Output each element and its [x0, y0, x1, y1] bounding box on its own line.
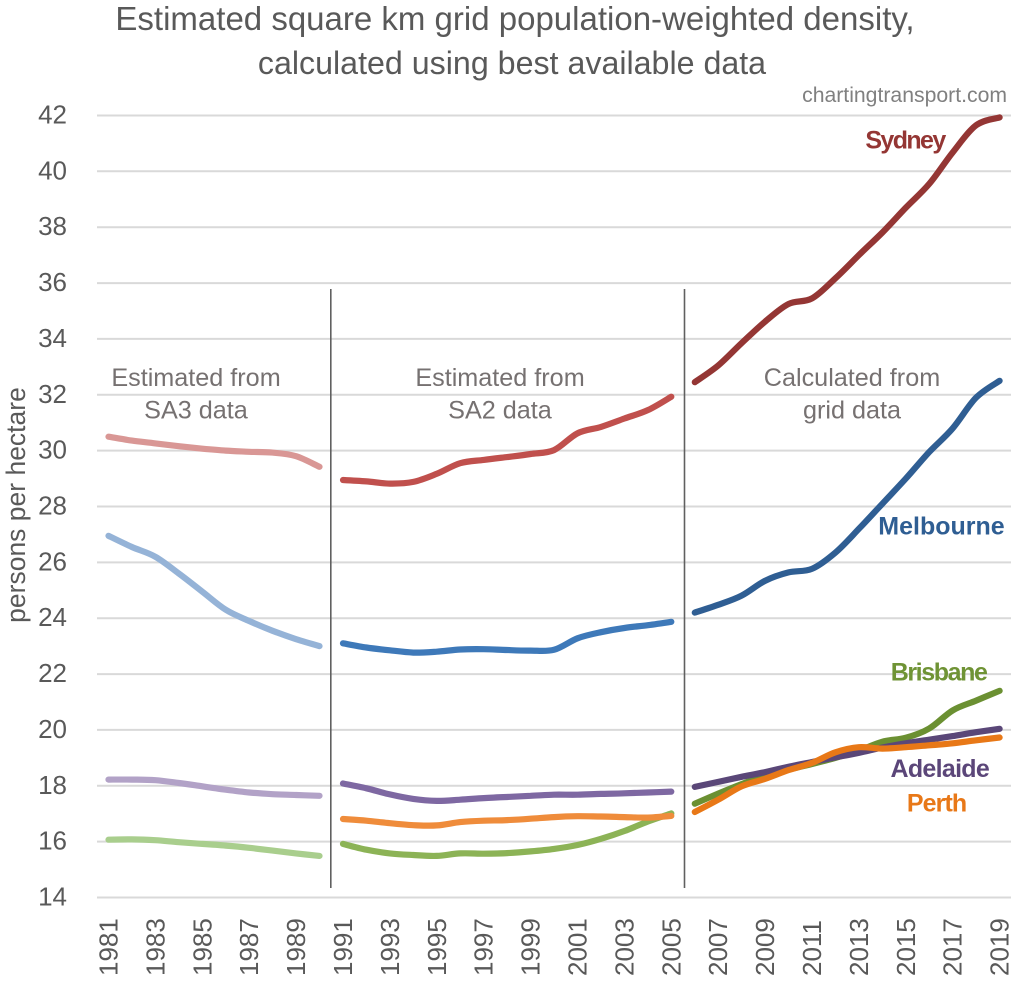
svg-text:30: 30 [38, 435, 67, 465]
svg-text:2007: 2007 [703, 918, 733, 976]
svg-text:calculated using best availabl: calculated using best available data [258, 45, 766, 81]
svg-text:2013: 2013 [844, 918, 874, 976]
svg-text:1989: 1989 [281, 918, 311, 976]
svg-text:persons per hectare: persons per hectare [1, 387, 31, 623]
svg-text:1999: 1999 [516, 918, 546, 976]
svg-text:2017: 2017 [938, 918, 968, 976]
svg-text:2019: 2019 [985, 918, 1015, 976]
svg-text:Perth: Perth [907, 790, 966, 818]
svg-text:2003: 2003 [609, 918, 639, 976]
svg-text:16: 16 [38, 826, 67, 856]
svg-text:1987: 1987 [234, 918, 264, 976]
svg-text:42: 42 [38, 100, 67, 130]
svg-text:Estimated from: Estimated from [111, 364, 280, 392]
svg-text:1995: 1995 [422, 918, 452, 976]
svg-text:1981: 1981 [94, 918, 124, 976]
svg-text:36: 36 [38, 267, 67, 297]
svg-text:34: 34 [38, 323, 67, 353]
svg-text:1991: 1991 [328, 918, 358, 976]
svg-text:Estimated from: Estimated from [415, 364, 584, 392]
svg-text:Brisbane: Brisbane [891, 659, 988, 687]
svg-text:14: 14 [38, 882, 67, 912]
svg-text:1985: 1985 [187, 918, 217, 976]
svg-text:22: 22 [38, 658, 67, 688]
svg-text:26: 26 [38, 546, 67, 576]
svg-text:grid data: grid data [803, 397, 902, 425]
svg-text:18: 18 [38, 770, 67, 800]
svg-text:2005: 2005 [656, 918, 686, 976]
svg-text:Sydney: Sydney [865, 127, 946, 155]
svg-text:2015: 2015 [891, 918, 921, 976]
svg-text:SA3 data: SA3 data [144, 397, 249, 425]
svg-text:1983: 1983 [140, 918, 170, 976]
svg-text:Melbourne: Melbourne [878, 513, 1004, 541]
svg-text:40: 40 [38, 155, 67, 185]
svg-text:Adelaide: Adelaide [890, 755, 989, 783]
svg-text:1997: 1997 [469, 918, 499, 976]
svg-text:SA2 data: SA2 data [448, 397, 553, 425]
svg-text:2011: 2011 [797, 920, 827, 976]
svg-text:28: 28 [38, 491, 67, 521]
svg-text:1993: 1993 [375, 918, 405, 976]
svg-text:24: 24 [38, 602, 67, 632]
svg-text:38: 38 [38, 211, 67, 241]
svg-text:Calculated from: Calculated from [764, 364, 940, 392]
svg-text:2001: 2001 [563, 918, 593, 976]
svg-text:20: 20 [38, 714, 67, 744]
svg-text:chartingtransport.com: chartingtransport.com [802, 84, 1007, 107]
svg-text:Estimated square km grid popul: Estimated square km grid population-weig… [115, 0, 914, 37]
svg-text:2009: 2009 [750, 918, 780, 976]
svg-text:32: 32 [38, 379, 67, 409]
